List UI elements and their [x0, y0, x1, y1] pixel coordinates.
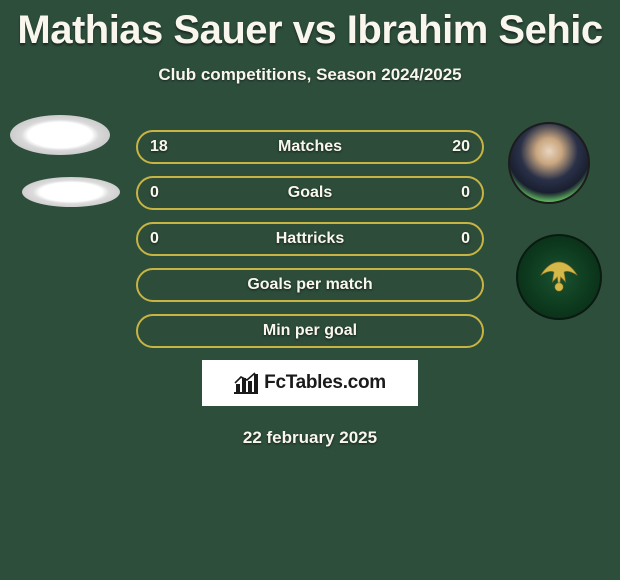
brand-text: FcTables.com	[264, 372, 386, 394]
stat-left-value: 18	[150, 138, 168, 156]
stat-right-value: 20	[452, 138, 470, 156]
stat-label: Hattricks	[276, 230, 344, 248]
infographic-date: 22 february 2025	[0, 428, 620, 448]
stat-row-goals: 0 Goals 0	[136, 176, 484, 210]
stat-label: Min per goal	[263, 322, 357, 340]
stat-left-value: 0	[150, 230, 159, 248]
stat-row-min-per-goal: Min per goal	[136, 314, 484, 348]
stat-right-value: 0	[461, 230, 470, 248]
stat-row-hattricks: 0 Hattricks 0	[136, 222, 484, 256]
page-title: Mathias Sauer vs Ibrahim Sehic	[0, 0, 620, 53]
page-subtitle: Club competitions, Season 2024/2025	[0, 65, 620, 85]
stat-label: Goals	[288, 184, 332, 202]
stats-container: 18 Matches 20 0 Goals 0 0 Hattricks 0 Go…	[0, 130, 620, 448]
stat-left-value: 0	[150, 184, 159, 202]
stat-right-value: 0	[461, 184, 470, 202]
brand-box: FcTables.com	[202, 360, 418, 406]
bar-chart-icon	[234, 372, 258, 394]
stat-label: Goals per match	[247, 276, 372, 294]
stat-row-matches: 18 Matches 20	[136, 130, 484, 164]
stat-row-goals-per-match: Goals per match	[136, 268, 484, 302]
stat-label: Matches	[278, 138, 342, 156]
